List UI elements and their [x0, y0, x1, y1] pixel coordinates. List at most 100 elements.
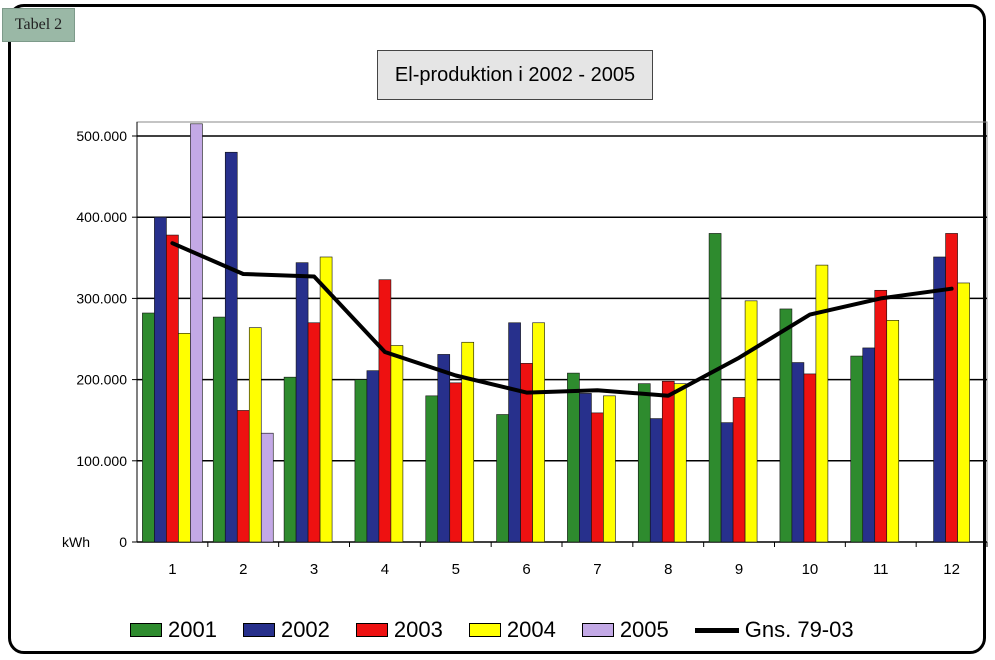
y-tick-label-0: 0 [119, 534, 127, 550]
tabel-label: Tabel 2 [2, 8, 75, 42]
legend-label-average: Gns. 79-03 [744, 617, 854, 642]
y-tick-label-1: 100.000 [76, 453, 127, 469]
bar-2003-month-8 [661, 380, 675, 543]
bar-2002-month-1 [154, 216, 167, 543]
bar-2001-month-11 [850, 355, 864, 543]
bar-2002-month-11 [862, 347, 876, 543]
average-point-5 [454, 374, 458, 378]
legend-label-2001: 2001 [168, 617, 217, 642]
chart-title: El-produktion i 2002 - 2005 [377, 50, 653, 100]
average-point-1 [170, 241, 174, 245]
legend-swatch-average [694, 627, 739, 633]
bar-2004-month-8 [673, 383, 687, 543]
bar-2004-month-2 [248, 327, 262, 543]
legend-swatch-2005 [581, 623, 614, 637]
bar-2001-month-10 [779, 308, 793, 543]
x-tick-label-7: 7 [593, 561, 601, 578]
average-point-7 [595, 388, 599, 392]
average-point-4 [383, 350, 387, 354]
average-point-9 [737, 356, 741, 360]
bar-2001-month-4 [354, 379, 368, 543]
legend-swatch-2001 [130, 623, 162, 637]
legend-item-2002: 2002 [242, 617, 330, 643]
bar-2004-month-1 [178, 333, 191, 543]
bar-2002-month-10 [791, 362, 805, 543]
y-tick-label-2: 200.000 [76, 372, 127, 388]
bar-2002-month-6 [508, 322, 521, 543]
bar-2003-month-10 [803, 373, 817, 543]
x-tick-label-6: 6 [522, 561, 530, 578]
bar-2004-month-4 [390, 345, 404, 543]
average-line [170, 241, 954, 398]
bar-2001-month-2 [212, 316, 226, 543]
bar-2001-month-1 [142, 312, 155, 543]
bar-2005-month-1 [190, 123, 203, 543]
bar-2002-month-4 [366, 370, 380, 543]
legend-item-2005: 2005 [581, 617, 669, 643]
bar-2004-month-6 [532, 322, 545, 543]
legend-item-2004: 2004 [468, 617, 556, 643]
bar-2004-month-12 [957, 282, 970, 543]
x-tick-label-5: 5 [452, 561, 460, 578]
average-point-6 [525, 391, 529, 395]
bar-2002-month-5 [437, 354, 451, 543]
x-tick-label-8: 8 [664, 561, 672, 578]
bar-2002-month-7 [579, 393, 592, 543]
bar-2004-month-7 [603, 395, 616, 543]
legend-label-2005: 2005 [619, 617, 669, 642]
chart-frame [8, 4, 986, 654]
bar-2002-month-8 [649, 418, 663, 543]
y-tick-label-4: 400.000 [76, 209, 127, 225]
bar-2001-month-3 [283, 376, 297, 543]
bar-2003-month-3 [307, 322, 321, 543]
legend-label-2004: 2004 [506, 617, 556, 642]
x-tick-label-12: 12 [943, 561, 960, 578]
average-point-11 [879, 296, 883, 300]
x-tick-label-11: 11 [873, 561, 889, 578]
x-tick-label-3: 3 [310, 561, 318, 578]
bar-2002-month-2 [224, 151, 238, 543]
bar-2004-month-10 [815, 264, 829, 543]
bar-2001-month-9 [708, 233, 722, 543]
chart-legend: 2001 2002 2003 2004 2005 Gns. 79-03 [130, 612, 880, 648]
average-point-10 [808, 313, 812, 317]
bar-2002-month-12 [933, 256, 946, 543]
x-tick-label-2: 2 [239, 561, 247, 578]
legend-label-2003: 2003 [393, 617, 443, 642]
legend-swatch-2003 [355, 623, 388, 637]
legend-item-average: Gns. 79-03 [694, 617, 854, 643]
bar-2003-month-7 [591, 412, 604, 543]
y-tick-label-5: 500.000 [76, 128, 127, 144]
bar-2002-month-9 [720, 422, 734, 543]
y-tick-label-3: 300.000 [76, 290, 127, 306]
bar-2003-month-1 [166, 234, 179, 543]
x-tick-label-10: 10 [802, 561, 819, 578]
bar-2002-month-3 [295, 262, 309, 543]
x-tick-label-4: 4 [381, 561, 389, 578]
bar-2004-month-5 [461, 341, 475, 543]
bar-2003-month-9 [732, 397, 746, 543]
average-point-12 [950, 287, 954, 291]
legend-swatch-2002 [242, 623, 275, 637]
bar-2004-month-3 [319, 256, 333, 543]
average-point-2 [241, 272, 245, 276]
bar-2001-month-6 [496, 414, 509, 543]
x-tick-label-1: 1 [168, 561, 176, 578]
bar-2003-month-11 [874, 289, 888, 543]
average-point-8 [666, 394, 670, 398]
legend-swatch-2004 [468, 623, 501, 637]
average-point-3 [312, 274, 316, 278]
bar-2001-month-5 [425, 395, 439, 543]
legend-label-2002: 2002 [280, 617, 330, 642]
bar-2004-month-11 [886, 320, 900, 543]
bar-2003-month-4 [378, 279, 392, 543]
legend-item-2003: 2003 [355, 617, 443, 643]
bar-2004-month-9 [744, 300, 758, 543]
bar-2003-month-5 [449, 382, 463, 543]
legend-item-2001: 2001 [130, 617, 217, 643]
bar-2003-month-12 [945, 233, 958, 543]
bar-2001-month-8 [637, 383, 651, 543]
bar-2001-month-7 [567, 372, 580, 543]
y-axis-label: kWh [62, 534, 90, 550]
